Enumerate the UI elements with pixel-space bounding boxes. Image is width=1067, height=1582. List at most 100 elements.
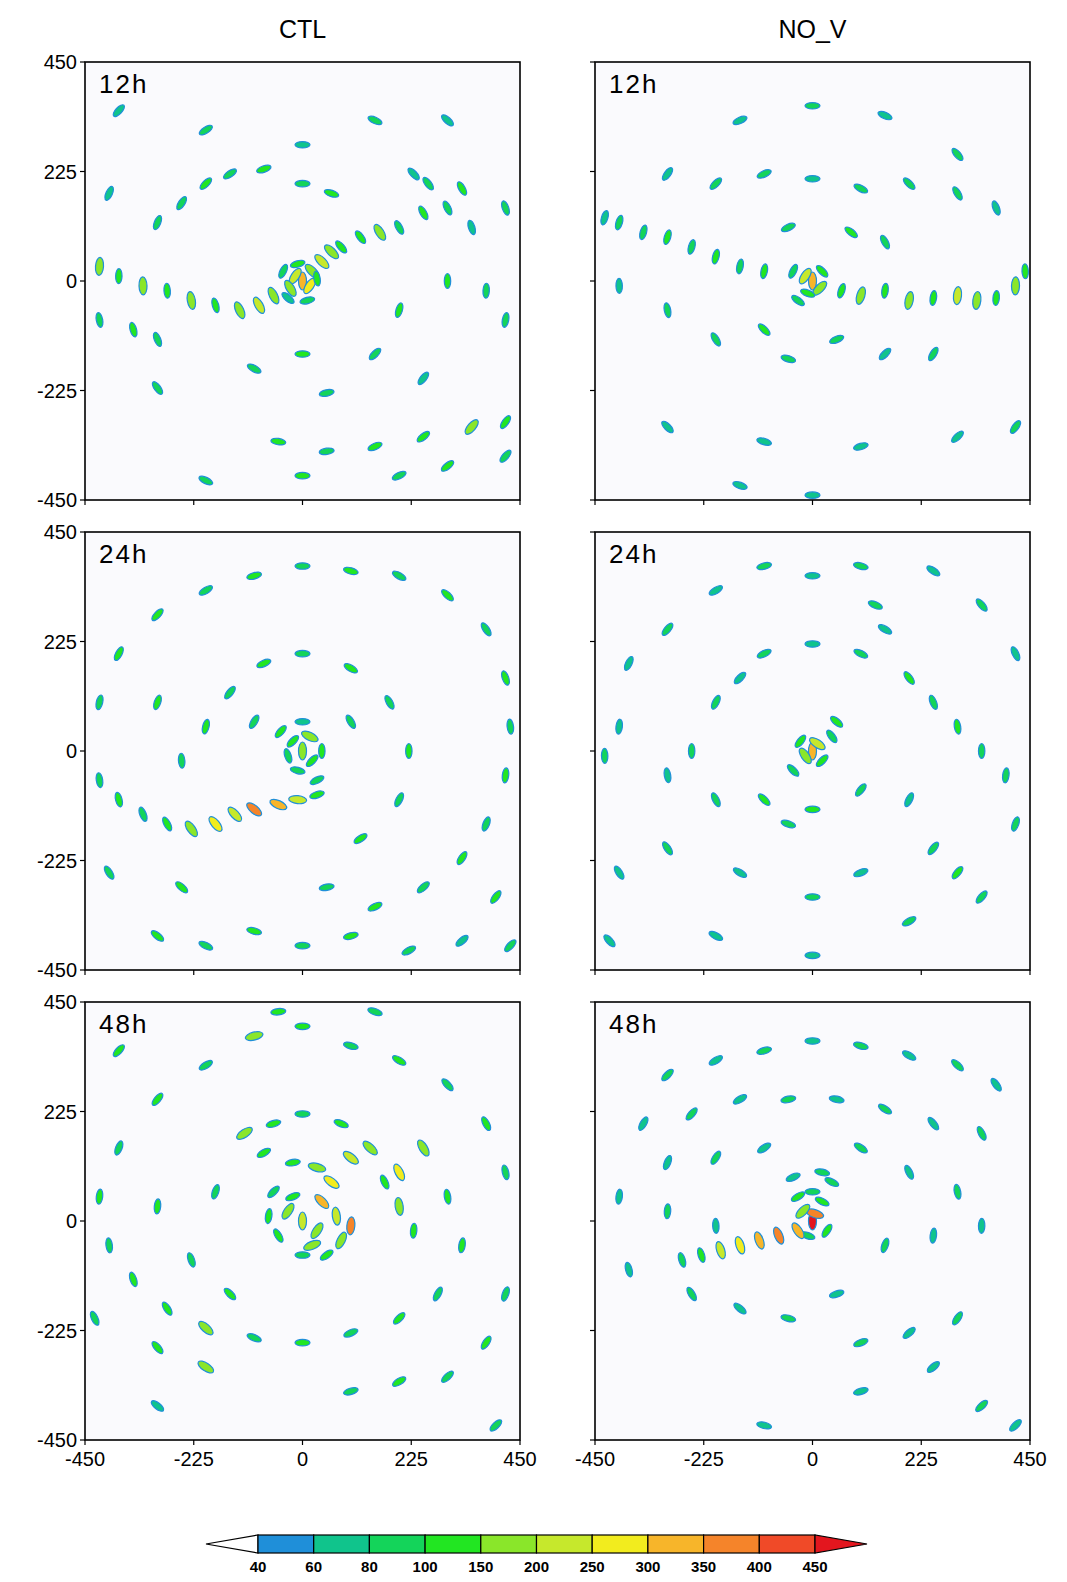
- colorbar-label: 400: [747, 1558, 772, 1575]
- field-blob: [421, 176, 435, 192]
- field-blob: [732, 1093, 748, 1106]
- panel-label: 48h: [99, 1009, 148, 1039]
- y-tick: [80, 280, 85, 281]
- x-tick: [193, 500, 194, 505]
- field-blob: [950, 147, 965, 163]
- field-blob: [951, 185, 964, 201]
- x-tick: [302, 970, 303, 975]
- field-blob: [323, 188, 339, 199]
- field-blob: [879, 234, 892, 250]
- x-tick-label: 450: [503, 1448, 536, 1470]
- field-blob: [367, 441, 383, 453]
- field-blob: [797, 746, 814, 765]
- field-blob: [201, 719, 211, 735]
- field-blob: [615, 1189, 623, 1205]
- field-blob: [341, 1149, 360, 1166]
- field-blob: [270, 437, 286, 446]
- marks: [599, 103, 1028, 499]
- field-blob: [440, 113, 455, 128]
- x-tick-label: -225: [684, 1448, 724, 1470]
- field-blob: [331, 1207, 341, 1226]
- field-blob: [929, 290, 937, 306]
- field-blob: [277, 263, 289, 279]
- field-blob: [805, 894, 820, 900]
- field-blob: [1009, 646, 1021, 662]
- field-blob: [489, 889, 503, 905]
- field-blob: [246, 362, 262, 375]
- field-blob: [805, 492, 820, 498]
- y-tick: [590, 390, 595, 391]
- field-blob: [150, 1399, 166, 1413]
- field-blob: [299, 1212, 307, 1230]
- y-tick-label: 450: [44, 991, 77, 1013]
- y-tick: [590, 750, 595, 751]
- x-tick: [1029, 970, 1030, 975]
- colorbar-box: [592, 1535, 648, 1553]
- colorbar-label: 450: [802, 1558, 827, 1575]
- field-blob: [150, 380, 164, 396]
- x-tick: [594, 500, 595, 505]
- field-blob: [285, 1191, 301, 1202]
- field-blob: [367, 1006, 383, 1017]
- field-blob: [95, 312, 104, 328]
- field-blob: [712, 1218, 719, 1233]
- field-blob: [280, 291, 296, 306]
- field-blob: [223, 685, 237, 701]
- field-blob: [660, 166, 674, 182]
- field-blob: [978, 1218, 985, 1233]
- field-blob: [207, 815, 225, 834]
- field-blob: [244, 1030, 263, 1042]
- field-blob: [95, 772, 103, 788]
- column-title: NO_V: [778, 15, 846, 43]
- y-tick-label: -450: [37, 959, 77, 981]
- field-blob: [854, 286, 867, 306]
- y-tick: [80, 750, 85, 751]
- field-blob: [232, 300, 247, 320]
- field-blob: [756, 1141, 772, 1155]
- field-blob: [105, 1237, 113, 1253]
- field-blob: [853, 647, 869, 659]
- field-blob: [829, 715, 845, 729]
- marks: [95, 103, 513, 487]
- x-tick: [1029, 1440, 1030, 1445]
- field-blob: [1022, 264, 1029, 279]
- field-blob: [416, 370, 430, 386]
- field-blob: [313, 252, 331, 270]
- field-blob: [268, 797, 288, 812]
- field-blob: [271, 1008, 287, 1016]
- marks: [95, 563, 518, 957]
- field-blob: [391, 1375, 407, 1388]
- x-tick: [594, 1440, 595, 1445]
- field-blob: [290, 259, 306, 269]
- field-blob: [501, 1164, 511, 1180]
- field-blob: [392, 1162, 407, 1182]
- plot-background: [595, 532, 1030, 970]
- field-blob: [302, 1238, 322, 1252]
- field-blob: [928, 694, 940, 710]
- field-blob: [295, 650, 310, 656]
- x-tick-label: -450: [65, 1448, 105, 1470]
- x-tick: [411, 1440, 412, 1445]
- field-blob: [488, 1418, 503, 1433]
- field-blob: [499, 414, 513, 430]
- field-blob: [710, 792, 722, 808]
- field-blob: [334, 1231, 349, 1251]
- field-blob: [150, 1092, 165, 1108]
- field-blob: [295, 142, 310, 148]
- field-blob: [614, 214, 624, 230]
- field-blob: [602, 933, 617, 948]
- x-tick-label: -225: [174, 1448, 214, 1470]
- field-blob: [950, 429, 965, 444]
- field-blob: [178, 753, 186, 768]
- column-title: CTL: [279, 15, 326, 43]
- field-blob: [843, 225, 859, 239]
- field-blob: [794, 1202, 812, 1220]
- colorbar-box: [314, 1535, 370, 1553]
- field-blob: [1011, 277, 1019, 295]
- x-tick: [1029, 500, 1030, 505]
- y-tick: [590, 1111, 595, 1112]
- field-blob: [829, 1095, 845, 1104]
- plot-background: [85, 1002, 520, 1440]
- x-tick: [193, 970, 194, 975]
- field-blob: [972, 291, 982, 310]
